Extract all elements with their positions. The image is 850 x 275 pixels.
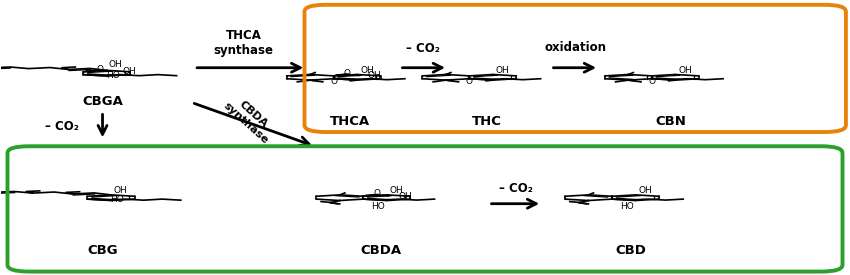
Text: CBGA: CBGA: [82, 95, 123, 108]
Text: HO: HO: [106, 71, 120, 79]
Text: – CO₂: – CO₂: [499, 182, 533, 196]
Text: oxidation: oxidation: [544, 41, 606, 54]
Text: – CO₂: – CO₂: [406, 42, 440, 55]
Text: OH: OH: [638, 186, 652, 196]
Text: HO: HO: [371, 202, 385, 211]
Text: O: O: [97, 65, 104, 74]
Text: CBD: CBD: [615, 244, 646, 257]
Text: HO: HO: [110, 195, 124, 204]
Text: THC: THC: [472, 115, 502, 128]
Text: THCA: THCA: [331, 115, 371, 128]
Text: CBN: CBN: [655, 115, 687, 128]
Text: OH: OH: [399, 191, 413, 200]
Text: OH: OH: [360, 66, 374, 75]
Text: O: O: [466, 77, 473, 86]
Text: O: O: [373, 189, 380, 198]
Text: O: O: [330, 77, 337, 86]
Text: CBDA
synthase: CBDA synthase: [221, 92, 278, 146]
Text: THCA
synthase: THCA synthase: [213, 29, 274, 57]
Text: O: O: [343, 69, 351, 78]
Text: CBG: CBG: [88, 244, 118, 257]
Text: – CO₂: – CO₂: [45, 120, 79, 133]
Text: OH: OH: [114, 186, 128, 196]
Text: OH: OH: [678, 66, 692, 75]
Text: OH: OH: [496, 66, 510, 75]
Text: O: O: [649, 77, 655, 86]
Text: CBDA: CBDA: [360, 244, 401, 257]
Text: OH: OH: [108, 60, 122, 69]
Text: OH: OH: [122, 67, 136, 76]
Text: OH: OH: [390, 186, 404, 196]
Text: HO: HO: [620, 202, 634, 211]
Text: OH: OH: [367, 71, 382, 80]
